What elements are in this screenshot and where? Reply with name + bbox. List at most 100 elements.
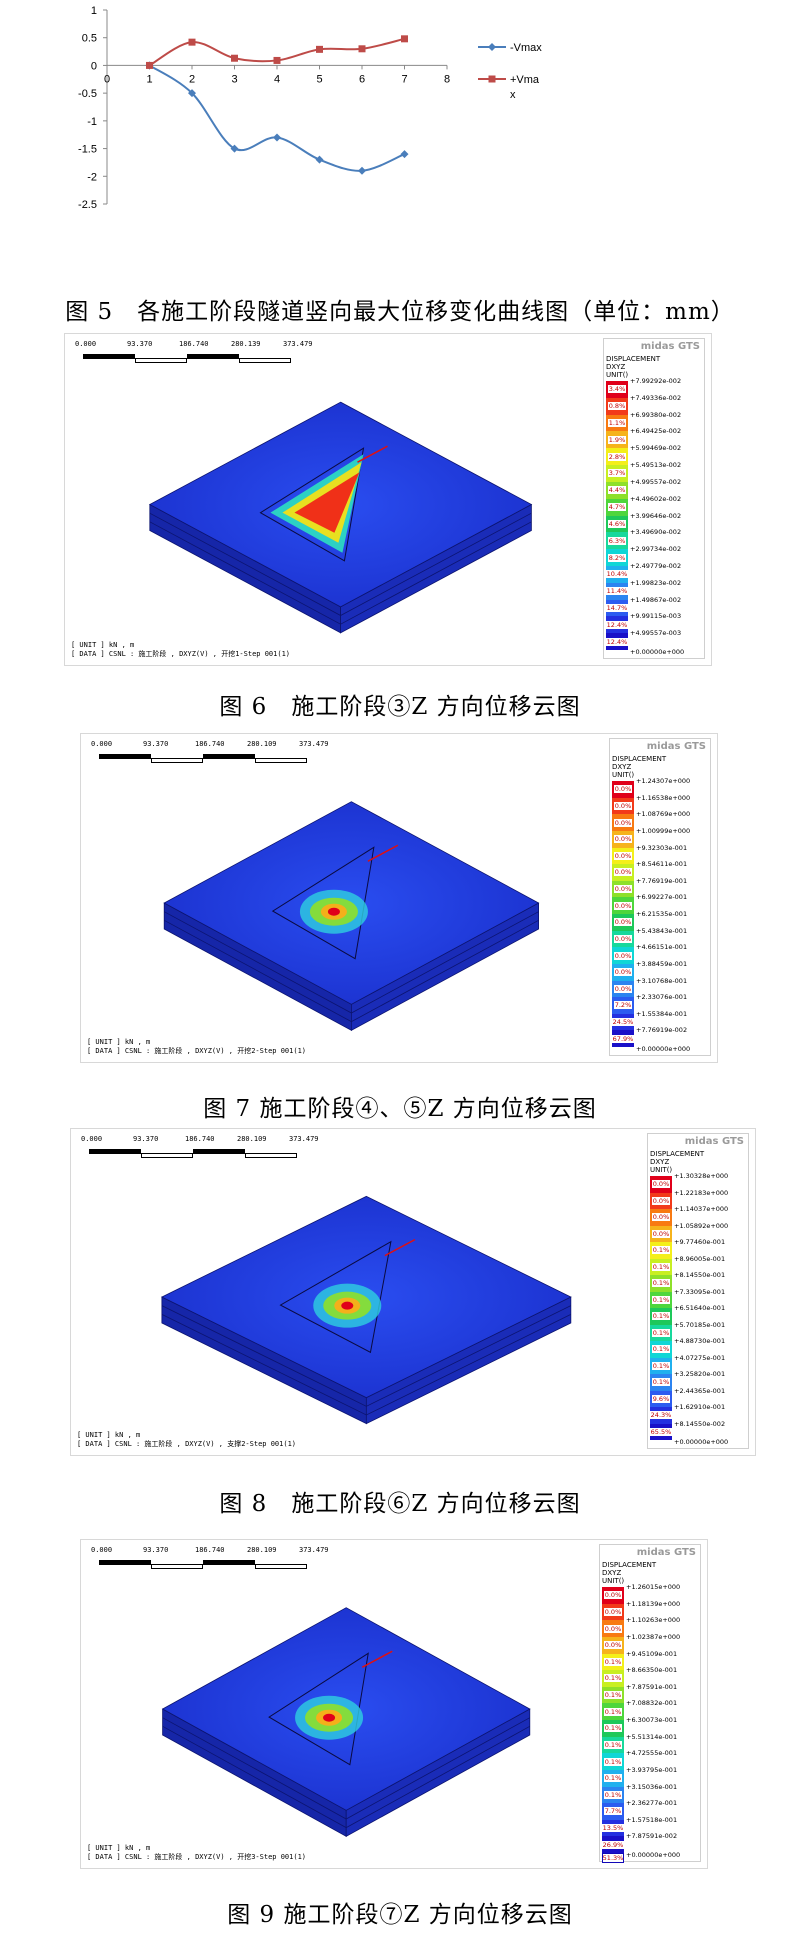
data-point [401,35,408,43]
legend-value: +6.99380e-002 [630,410,682,419]
legend-header-line: DISPLACEMENT [650,1150,705,1158]
y-tick-label: 0 [91,60,97,72]
legend-swatch: 0.0% [612,814,634,831]
legend-swatch: 0.1% [650,1357,672,1374]
scale-bar-segment [255,1564,307,1569]
legend-percent: 0.1% [603,1674,623,1683]
legend-swatch: 4.4% [606,481,628,499]
legend-swatch: 1.9% [606,431,628,449]
legend-percent: 0.0% [613,885,633,894]
scale-bar-label: 93.370 [143,1546,169,1554]
legend-swatch: 2.8% [606,448,628,466]
legend-swatch: 0.0% [602,1620,624,1637]
legend-percent: 0.1% [651,1279,671,1288]
layer-line [149,521,532,625]
legend-row: 3.4% +7.99292e-002 [606,377,704,398]
y-tick-label: -1.5 [78,144,97,156]
legend-header-line: UNIT() [612,771,635,779]
legend-row: 10.4% +2.49779e-002 [605,562,704,583]
legend-value: +1.00999e+000 [636,826,691,835]
legend-value: +8.54611e-001 [636,860,688,869]
legend-value: +7.49336e-002 [630,393,682,402]
layer-line [161,1305,572,1407]
legend-swatch: 0.1% [602,1686,624,1704]
legend-percent: 1.9% [607,435,627,444]
software-logo: midas GTS [640,341,700,352]
legend-swatch: 26.9% [601,1836,625,1853]
legend-percent: 0.0% [613,818,633,827]
legend-header-line: UNIT() [650,1166,673,1174]
y-tick-label: 1 [91,5,97,17]
contour-zone-peak [341,1301,354,1310]
unit-line: [ UNIT ] kN , m [71,641,135,649]
scale-bar-label: 373.479 [289,1135,319,1143]
legend-row: 65.5% +8.14550e-002 [649,1420,748,1440]
legend-value: +2.49779e-002 [630,561,682,570]
software-logo: midas GTS [636,1547,696,1558]
scale-bar-label: 0.000 [81,1135,103,1143]
legend-value: +3.10768e-001 [636,976,688,985]
scale-bar-label: 0.000 [91,740,113,748]
legend-value: +6.21535e-001 [636,910,688,918]
scale-bar-segment [187,354,239,359]
legend-percent: 0.1% [651,1328,671,1337]
legend-row: 0.0% +3.10768e-001 [612,977,710,998]
scale-bar-label: 280.109 [247,740,277,748]
legend-value: +3.88459e-001 [636,959,688,968]
legend-swatch: 0.0% [602,1587,624,1604]
legend-row: 13.5% +1.57518e-001 [601,1816,700,1837]
legend-value: +4.07275e-001 [674,1353,726,1362]
scale-bar-segment [99,1560,151,1565]
legend-percent: 11.4% [605,587,629,596]
legend-percent: 0.0% [651,1180,671,1189]
legend-value: +1.05892e+000 [674,1221,729,1230]
legend-percent: 0.0% [651,1196,671,1205]
scale-bar-label: 0.000 [91,1546,113,1554]
legend-value: +4.99557e-002 [630,477,682,486]
legend-row: 2.8% +5.99469e-002 [606,444,704,466]
legend-swatch: 0.1% [602,1670,624,1687]
legend-percent: 0.0% [603,1624,623,1633]
scale-bar: 0.000 93.370 186.740 280.109 373.479 [81,1135,341,1169]
x-tick-label: 7 [401,73,407,85]
legend-label-vmin: -Vmax [510,42,542,54]
legend-value: +8.14550e-001 [674,1271,726,1279]
legend-row: 12.4% +9.99115e-003 [605,612,704,634]
legend-swatch: 24.3% [649,1407,673,1424]
legend-swatch: 0.0% [612,980,634,998]
legend-row: 7.7% +2.36277e-001 [602,1799,700,1820]
legend-header-line: DISPLACEMENT [612,755,667,763]
legend-percent: 0.1% [603,1757,623,1766]
legend-value: +2.36277e-001 [626,1799,678,1808]
legend-row: 24.3% +1.62910e-001 [649,1403,748,1424]
legend-swatch: 8.2% [606,549,628,566]
legend-percent: 0.1% [651,1246,671,1255]
legend-row: 0.0% +1.16538e+000 [612,794,710,815]
scale-bar-segment [245,1153,297,1158]
vertical-displacement-chart: 1 0.5 0 -0.5 -1 -1.5 -2 -2.5 0 1 2 3 4 5 6 7 8 -Vmax +Vma x [78,5,542,211]
legend-percent: 0.0% [651,1213,671,1222]
legend-value: +1.26015e+000 [626,1583,681,1591]
legend-percent: 4.6% [607,519,627,528]
legend-row: 4.6% +3.99646e-002 [606,512,704,533]
legend-swatch: 0.0% [612,880,634,898]
legend-percent: 51.3% [602,1853,624,1862]
tunnel-direction-arrow [361,1650,393,1668]
legend-value: +9.32303e-001 [636,843,688,852]
legend-swatch: 10.4% [605,565,629,583]
legend-row: 0.8% +7.49336e-002 [606,394,704,415]
legend-row: 0.1% +8.96005e-001 [650,1255,748,1275]
legend-swatch: 0.1% [602,1736,624,1754]
scale-bar-label: 0.000 [75,340,97,348]
legend-value: +8.96005e-001 [674,1254,726,1263]
y-tick-label: -2 [87,171,97,183]
y-tick-label: 0.5 [82,33,97,45]
legend-percent: 0.0% [613,934,633,943]
legend-percent: 4.4% [607,486,627,495]
unit-line: [ UNIT ] kN , m [77,1431,141,1439]
legend-percent: 0.1% [603,1774,623,1783]
legend-value: +6.30073e-001 [626,1716,678,1724]
contour-legend: midas GTS DISPLACEMENT DXYZ UNIT() 3.4% +7.99… [603,338,705,659]
legend-swatch: 65.5% [649,1423,673,1440]
legend-row: 0.1% +7.33095e-001 [650,1288,748,1308]
